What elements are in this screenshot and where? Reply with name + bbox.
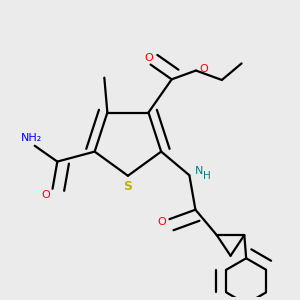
Text: O: O (200, 64, 208, 74)
Text: S: S (123, 180, 132, 193)
Text: O: O (144, 53, 153, 63)
Text: H: H (203, 171, 211, 181)
Text: O: O (41, 190, 50, 200)
Text: O: O (157, 217, 166, 227)
Text: N: N (195, 166, 203, 176)
Text: NH₂: NH₂ (21, 133, 42, 143)
